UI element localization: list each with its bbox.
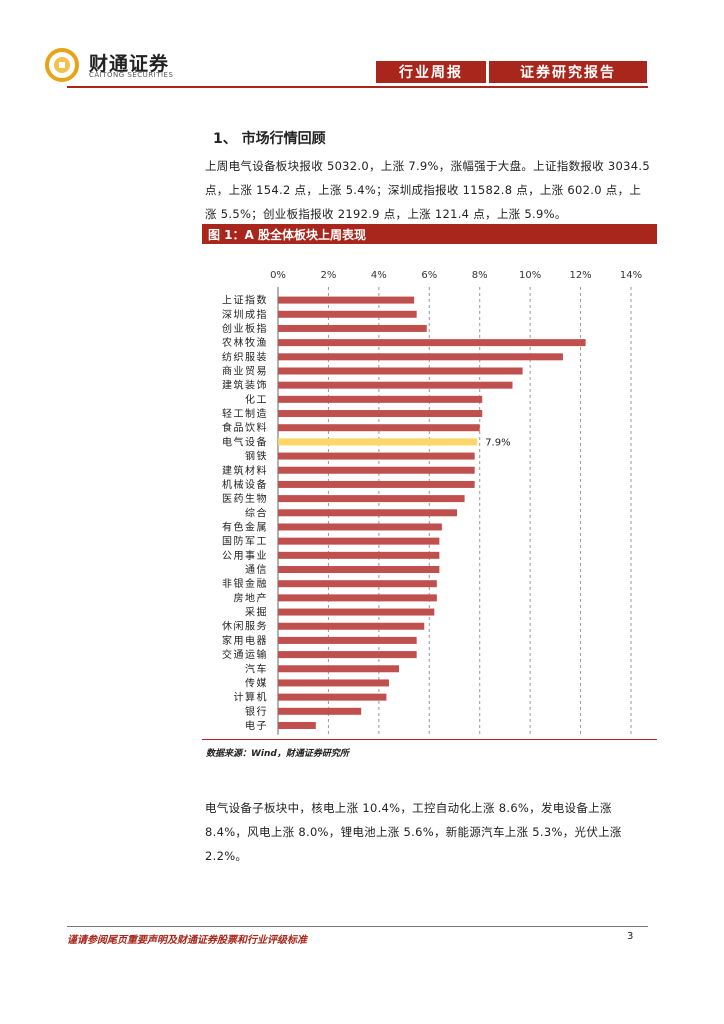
category-label: 医药生物 — [222, 492, 268, 505]
category-label: 家用电器 — [222, 634, 268, 647]
category-label: 建筑材料 — [222, 464, 268, 477]
report-type-tag: 行业周报 — [376, 61, 486, 83]
sector-performance-chart: 0% 2% 4% 6% 8% 10% 12% 14% 上证指数深圳成指创业板指农林牧渔纺织服装商… — [222, 270, 642, 735]
x-tick-label: 6% — [421, 270, 437, 281]
category-label: 化工 — [245, 393, 268, 406]
category-label: 公用事业 — [222, 549, 268, 562]
bar — [278, 707, 362, 715]
category-label: 汽车 — [245, 662, 268, 675]
x-tick-label: 14% — [620, 270, 642, 281]
bar — [278, 324, 427, 332]
subsector-paragraph: 电气设备子板块中，核电上涨 10.4%，工控自动化上涨 8.6%，发电设备上涨 … — [205, 801, 622, 863]
bar — [278, 608, 435, 616]
x-tick-label: 8% — [472, 270, 488, 281]
category-label: 上证指数 — [222, 294, 268, 307]
x-tick-label: 4% — [371, 270, 387, 281]
bar — [278, 636, 417, 644]
category-label: 传媒 — [245, 677, 268, 689]
bar — [278, 665, 400, 673]
category-label: 食品饮料 — [222, 421, 268, 434]
category-label: 综合 — [245, 506, 268, 519]
report-category-tag: 证券研究报告 — [489, 61, 647, 83]
footer-divider — [67, 926, 648, 927]
bar — [278, 594, 437, 602]
bar — [278, 310, 417, 318]
logo-mark-icon — [45, 48, 79, 82]
category-label: 休闲服务 — [222, 620, 268, 633]
bar — [278, 438, 478, 446]
logo-chinese-name: 财通证券 — [89, 53, 170, 75]
category-label: 通信 — [245, 564, 268, 576]
bar — [278, 509, 458, 517]
bar — [278, 480, 475, 488]
bar — [278, 410, 483, 418]
footer-disclaimer: 谨请参阅尾页重要声明及财通证券股票和行业评级标准 — [67, 935, 307, 946]
x-tick-label: 0% — [270, 270, 286, 281]
bar — [278, 296, 415, 304]
bar — [278, 424, 480, 432]
category-label: 机械设备 — [222, 478, 268, 491]
category-label: 农林牧渔 — [222, 336, 268, 349]
category-label: 有色金属 — [222, 520, 268, 533]
category-label: 交通运输 — [222, 648, 268, 661]
section-title: 1、 市场行情回顾 — [213, 131, 326, 147]
bar — [278, 495, 465, 503]
category-label: 深圳成指 — [222, 308, 268, 321]
category-label: 银行 — [245, 705, 268, 718]
category-label: 纺织服装 — [222, 350, 268, 363]
page-number: 3 — [627, 931, 634, 942]
header-divider — [67, 86, 648, 88]
category-label: 电气设备 — [222, 435, 268, 448]
bar — [278, 537, 440, 545]
figure-bottom-rule — [202, 739, 657, 740]
bar — [278, 651, 417, 659]
category-label: 钢铁 — [245, 450, 268, 463]
category-label: 商业贸易 — [222, 364, 268, 377]
x-tick-label: 12% — [569, 270, 591, 281]
bar — [278, 353, 563, 361]
bar — [278, 721, 316, 729]
bar — [278, 523, 442, 531]
category-label: 采掘 — [245, 606, 268, 619]
bar — [278, 395, 483, 403]
bar — [278, 367, 523, 375]
bar — [278, 381, 513, 389]
bar — [278, 466, 475, 474]
category-label: 国防军工 — [222, 535, 268, 548]
category-label: 电子 — [245, 719, 268, 732]
bar — [278, 693, 387, 701]
bar — [278, 679, 389, 687]
market-review-paragraph: 上周电气设备板块报收 5032.0，上涨 7.9%，涨幅强于大盘。上证指数报收 … — [205, 159, 650, 221]
category-label: 非银金融 — [222, 577, 268, 590]
bar — [278, 452, 475, 460]
bar — [278, 580, 437, 588]
bar — [278, 622, 425, 630]
category-label: 创业板指 — [222, 322, 268, 335]
category-label: 房地产 — [234, 591, 269, 604]
category-label: 轻工制造 — [222, 407, 268, 420]
data-label: 7.9% — [485, 437, 510, 448]
bar — [278, 551, 440, 559]
x-tick-label: 10% — [519, 270, 541, 281]
figure-title: 图 1：A 股全体板块上周表现 — [202, 224, 657, 244]
company-logo: 财通证券 CAITONG SECURITIES — [44, 47, 214, 83]
logo-english-name: CAITONG SECURITIES — [89, 71, 174, 79]
figure-source: 数据来源：Wind，财通证券研究所 — [206, 749, 349, 759]
category-label: 建筑装饰 — [222, 379, 268, 392]
category-label: 计算机 — [234, 691, 269, 704]
bar — [278, 339, 586, 347]
x-tick-label: 2% — [320, 270, 336, 281]
bar — [278, 566, 440, 574]
